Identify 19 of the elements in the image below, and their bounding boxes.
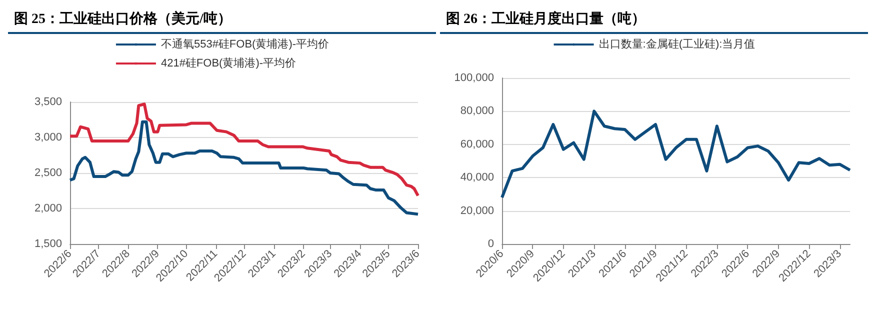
y-tick-label: 20,000 bbox=[460, 204, 494, 217]
y-tick-label: 2,000 bbox=[34, 202, 62, 214]
legend-label: 出口数量:金属硅(工业硅):当月值 bbox=[598, 38, 756, 50]
line-series bbox=[500, 110, 852, 200]
y-tick-label: 3,500 bbox=[34, 96, 62, 108]
legend-label: 421#硅FOB(黄埔港)-平均价 bbox=[160, 56, 296, 70]
y-tick-label: 60,000 bbox=[460, 138, 494, 150]
line-series bbox=[68, 120, 420, 216]
line-series bbox=[68, 102, 420, 198]
y-tick-label: 80,000 bbox=[460, 105, 494, 118]
y-tick-label: 1,500 bbox=[34, 238, 62, 250]
y-tick-label: 40,000 bbox=[460, 172, 494, 184]
chart-title: 图 26：工业硅月度出口量（吨） bbox=[440, 8, 868, 34]
y-tick-label: 100,000 bbox=[454, 72, 494, 84]
y-tick-label: 0 bbox=[488, 238, 494, 250]
y-tick-label: 2,500 bbox=[34, 167, 62, 179]
legend-label: 不通氧553#硅FOB(黄埔港)-平均价 bbox=[160, 38, 330, 50]
y-tick-label: 3,000 bbox=[34, 132, 62, 144]
chart-title: 图 25：工业硅出口价格（美元/吨） bbox=[8, 8, 436, 34]
